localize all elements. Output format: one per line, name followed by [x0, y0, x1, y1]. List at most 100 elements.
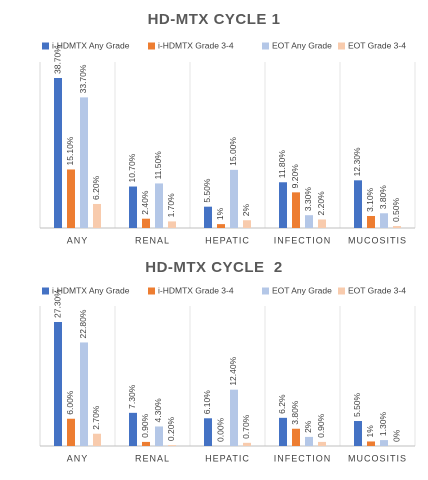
legend-swatch: [148, 287, 155, 295]
bar: [67, 169, 75, 228]
value-label: 11.80%: [277, 150, 287, 179]
bar: [204, 206, 212, 228]
bar: [243, 442, 251, 446]
bar: [292, 428, 300, 446]
bar: [305, 436, 313, 446]
bar: [279, 182, 287, 228]
value-label: 6.20%: [91, 175, 101, 200]
bar: [243, 220, 251, 228]
bar: [204, 418, 212, 446]
bar: [80, 342, 88, 446]
bar: [142, 441, 150, 446]
bar: [129, 186, 137, 228]
value-label: 33.70%: [78, 64, 88, 93]
value-label: 0.20%: [166, 417, 176, 442]
x-tick-label: MUCOSITIS: [348, 453, 407, 463]
value-label: 2%: [241, 204, 251, 217]
bar: [155, 426, 163, 446]
value-label: 12.40%: [228, 356, 238, 385]
value-label: 10.70%: [127, 153, 137, 182]
x-tick-label: ANY: [67, 453, 89, 463]
legend-swatch: [262, 287, 269, 295]
legend-swatch: [42, 42, 49, 50]
bar: [80, 97, 88, 228]
value-label: 11.50%: [153, 151, 163, 180]
bar: [93, 203, 101, 228]
value-label: 0%: [391, 429, 401, 442]
bar: [54, 322, 62, 446]
value-label: 5.50%: [202, 178, 212, 203]
bar: [354, 180, 362, 228]
legend-label: i-HDMTX Grade 3-4: [158, 40, 234, 50]
value-label: 22.80%: [78, 309, 88, 338]
value-label: 5.50%: [352, 392, 362, 417]
x-tick-label: INFECTION: [274, 453, 332, 463]
value-label: 9.20%: [290, 164, 300, 189]
bar: [93, 433, 101, 446]
bar: [354, 421, 362, 446]
legend-swatch: [338, 42, 345, 50]
legend-swatch: [42, 287, 49, 295]
value-label: 3.30%: [303, 187, 313, 212]
bar: [318, 441, 326, 446]
bar: [279, 417, 287, 446]
value-label: 6.2%: [277, 394, 287, 414]
legend-label: EOT Any Grade: [272, 40, 332, 50]
bar: [380, 213, 388, 228]
x-tick-label: RENAL: [135, 235, 170, 245]
bar: [367, 215, 375, 228]
value-label: 1.30%: [378, 412, 388, 437]
legend-label: i-HDMTX Grade 3-4: [158, 285, 234, 295]
bar: [305, 215, 313, 228]
value-label: 0.90%: [316, 413, 326, 438]
legend-label: EOT Any Grade: [272, 285, 332, 295]
value-label: 3.80%: [378, 185, 388, 210]
legend-swatch: [338, 287, 345, 295]
legend-label: EOT Grade 3-4: [348, 40, 406, 50]
value-label: 6.00%: [65, 390, 75, 415]
legend-swatch: [262, 42, 269, 50]
value-label: 0.00%: [215, 417, 225, 442]
value-label: 1%: [215, 207, 225, 220]
bar: [54, 78, 62, 228]
value-label: 38.70%: [52, 45, 62, 74]
chart-title: HD-MTX CYCLE 1: [148, 11, 281, 28]
legend-swatch: [148, 42, 155, 50]
x-tick-label: INFECTION: [274, 235, 332, 245]
x-tick-label: HEPATIC: [205, 235, 250, 245]
value-label: 12.30%: [352, 147, 362, 176]
chart-title: HD-MTX CYCLE 2: [145, 259, 283, 276]
value-label: 15.00%: [228, 137, 238, 166]
value-label: 1%: [365, 425, 375, 438]
value-label: 3.10%: [365, 187, 375, 212]
legend-label: i-HDMTX Any Grade: [52, 40, 130, 50]
value-label: 1.70%: [166, 193, 176, 218]
bar: [292, 192, 300, 228]
value-label: 0.50%: [391, 198, 401, 223]
bar: [217, 224, 225, 228]
value-label: 15.10%: [65, 136, 75, 165]
x-tick-label: MUCOSITIS: [348, 235, 407, 245]
x-tick-label: ANY: [67, 235, 89, 245]
bar: [168, 221, 176, 228]
bar: [168, 445, 176, 446]
x-tick-label: HEPATIC: [205, 453, 250, 463]
bar: [230, 169, 238, 228]
x-tick-label: RENAL: [135, 453, 170, 463]
bar: [155, 183, 163, 228]
value-label: 6.10%: [202, 390, 212, 415]
bar: [129, 412, 137, 446]
value-label: 7.30%: [127, 384, 137, 409]
value-label: 2.20%: [316, 191, 326, 216]
bar: [230, 389, 238, 446]
legend-label: EOT Grade 3-4: [348, 285, 406, 295]
value-label: 0.90%: [140, 413, 150, 438]
bar: [318, 219, 326, 228]
bar: [67, 418, 75, 446]
value-label: 3.80%: [290, 400, 300, 425]
value-label: 0.70%: [241, 414, 251, 439]
bar: [393, 226, 401, 228]
value-label: 2.40%: [140, 190, 150, 215]
legend-label: i-HDMTX Any Grade: [52, 285, 130, 295]
